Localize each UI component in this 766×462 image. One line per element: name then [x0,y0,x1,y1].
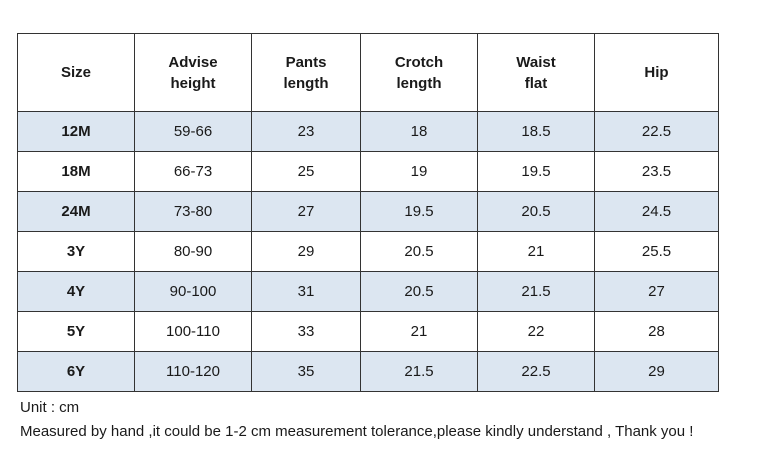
table-row: 12M 59-66 23 18 18.5 22.5 [17,111,719,152]
table-cell: 100-110 [134,311,252,352]
table-row: 3Y 80-90 29 20.5 21 25.5 [17,231,719,272]
table-cell: 18 [360,111,478,152]
table-cell: 27 [594,271,719,312]
table-cell: 28 [594,311,719,352]
table-row: 5Y 100-110 33 21 22 28 [17,311,719,352]
table-cell: 110-120 [134,351,252,392]
table-cell: 23 [251,111,361,152]
table-cell: 21.5 [360,351,478,392]
column-header-line: Advise [168,53,218,71]
column-header: Size [17,33,135,112]
column-header-line: length [283,74,329,92]
table-row: 24M 73-80 27 19.5 20.5 24.5 [17,191,719,232]
table-cell: 35 [251,351,361,392]
column-header-line: flat [524,74,548,92]
table-cell: 21.5 [477,271,595,312]
size-cell: 4Y [17,271,135,312]
table-cell: 29 [251,231,361,272]
column-header: Waist flat [477,33,595,112]
column-header: Hip [594,33,719,112]
table-cell: 25.5 [594,231,719,272]
column-header-line: Hip [644,64,669,81]
size-cell: 18M [17,151,135,192]
column-header-line: Size [60,64,91,81]
table-cell: 24.5 [594,191,719,232]
table-cell: 90-100 [134,271,252,312]
table-cell: 31 [251,271,361,312]
table-cell: 22 [477,311,595,352]
column-header: Pants length [251,33,361,112]
size-cell: 12M [17,111,135,152]
table-cell: 23.5 [594,151,719,192]
table-cell: 19 [360,151,478,192]
table-cell: 66-73 [134,151,252,192]
table-cell: 25 [251,151,361,192]
table-row: 6Y 110-120 35 21.5 22.5 29 [17,351,719,392]
size-cell: 6Y [17,351,135,392]
table-cell: 73-80 [134,191,252,232]
size-chart-table: Size Advise height Pants length Crotch length W… [17,33,719,392]
table-cell: 27 [251,191,361,232]
table-cell: 20.5 [360,231,478,272]
header-row: Size Advise height Pants length Crotch length W… [17,33,719,112]
size-cell: 5Y [17,311,135,352]
table-cell: 29 [594,351,719,392]
column-header-line: length [396,74,442,92]
table-row: 18M 66-73 25 19 19.5 23.5 [17,151,719,192]
disclaimer-note: Measured by hand ,it could be 1-2 cm mea… [20,423,694,440]
table-cell: 22.5 [477,351,595,392]
table-cell: 59-66 [134,111,252,152]
table-cell: 20.5 [477,191,595,232]
table-cell: 33 [251,311,361,352]
table-cell: 80-90 [134,231,252,272]
table-cell: 19.5 [477,151,595,192]
column-header-line: height [170,74,216,92]
column-header-line: Crotch [394,53,444,71]
size-cell: 24M [17,191,135,232]
size-cell: 3Y [17,231,135,272]
column-header: Advise height [134,33,252,112]
unit-note: Unit : cm [20,399,80,416]
column-header-line: Pants [285,53,327,71]
table-cell: 19.5 [360,191,478,232]
notes: Unit : cm Measured by hand ,it could be … [20,396,693,444]
table-body: 12M 59-66 23 18 18.5 22.5 18M 66-73 25 19 19.5 23.5… [17,111,719,392]
table-cell: 20.5 [360,271,478,312]
table-cell: 18.5 [477,111,595,152]
table-cell: 22.5 [594,111,719,152]
table-cell: 21 [360,311,478,352]
column-header-line: Waist [516,53,556,71]
table-row: 4Y 90-100 31 20.5 21.5 27 [17,271,719,312]
table-cell: 21 [477,231,595,272]
column-header: Crotch length [360,33,478,112]
